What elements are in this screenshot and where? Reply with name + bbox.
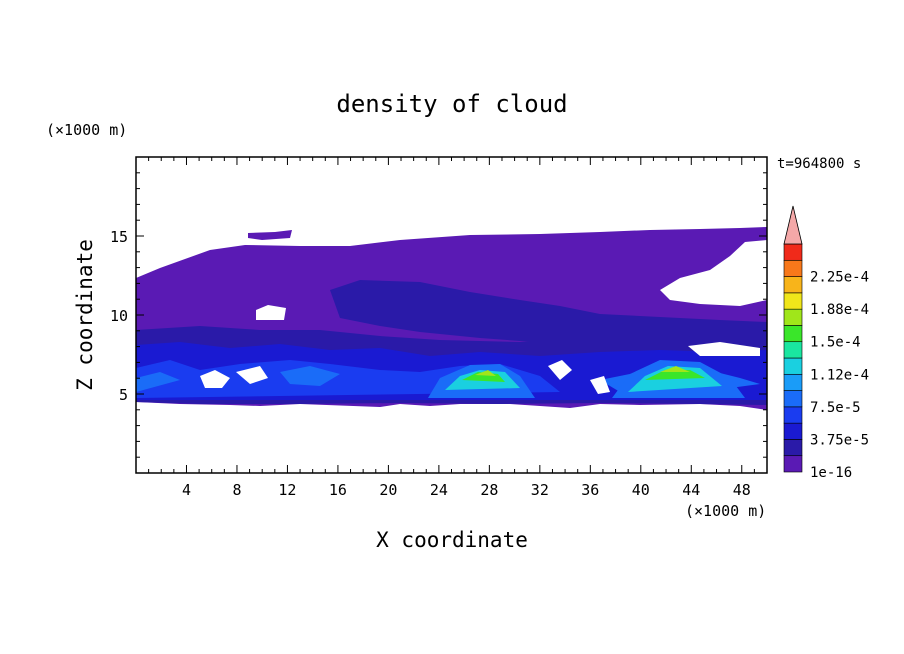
time-label: t=964800 s [777, 156, 861, 172]
colorbar-swatch [783, 341, 803, 359]
colorbar-swatch [783, 439, 803, 457]
colorbar-swatch [783, 259, 803, 277]
clear-gap-small-5 [548, 360, 572, 380]
clear-gap-small-3 [200, 370, 230, 388]
x-tick-label: 32 [531, 481, 549, 499]
colorbar-extend-arrow [783, 205, 803, 245]
cloud-core-2-top [660, 366, 690, 372]
colorbar: 1e-16 3.75e-5 7.5e-5 1.12e-4 1.5e-4 1.88e-4 2.… [783, 205, 869, 481]
x-axis-unit: (×1000 m) [685, 502, 766, 520]
colorbar-swatch [783, 390, 803, 408]
cloud-patch-top [248, 230, 292, 240]
colorbar-label: 1.12e-4 [810, 367, 869, 383]
cloud-band-light [136, 366, 760, 392]
colorbar-swatch [783, 422, 803, 440]
colorbar-label: 1.5e-4 [810, 335, 861, 351]
x-tick-label: 8 [232, 481, 241, 499]
x-axis-ticks: 4 8 12 16 20 24 28 32 36 40 44 48 [148, 157, 755, 499]
x-axis-label: X coordinate [376, 528, 528, 552]
colorbar-swatch [783, 325, 803, 343]
x-tick-label: 36 [581, 481, 599, 499]
density-field [136, 227, 767, 410]
chart-title: density of cloud [336, 90, 567, 118]
clear-gap-small-4 [236, 366, 268, 384]
x-tick-label: 12 [278, 481, 296, 499]
colorbar-swatch [783, 357, 803, 375]
colorbar-label: 2.25e-4 [810, 270, 869, 286]
colorbar-swatch [783, 455, 803, 473]
colorbar-swatch [783, 276, 803, 294]
cloud-core-1-top [475, 370, 496, 376]
x-tick-label: 24 [430, 481, 448, 499]
y-axis-unit: (×1000 m) [46, 121, 127, 139]
x-tick-label: 4 [182, 481, 191, 499]
x-tick-label: 16 [329, 481, 347, 499]
y-axis-ticks: 5 10 15 [110, 172, 767, 458]
y-tick-label: 15 [110, 228, 128, 246]
clear-gap-small-6 [590, 376, 610, 394]
colorbar-label: 1.88e-4 [810, 302, 869, 318]
colorbar-swatch [783, 292, 803, 310]
cloud-core-1-inner [462, 372, 505, 382]
clear-gap-upper-right [660, 240, 767, 306]
clear-gap-small-2 [688, 342, 760, 356]
colorbar-swatch [783, 308, 803, 326]
colorbar-label: 1e-16 [810, 465, 852, 481]
colorbar-swatch [783, 243, 803, 261]
x-tick-label: 20 [379, 481, 397, 499]
cloud-core-2-inner [645, 370, 705, 380]
y-tick-label: 10 [110, 307, 128, 325]
x-tick-label: 28 [480, 481, 498, 499]
colorbar-label: 7.5e-5 [810, 400, 861, 416]
x-tick-label: 44 [682, 481, 700, 499]
x-tick-label: 40 [632, 481, 650, 499]
x-tick-label: 48 [733, 481, 751, 499]
y-tick-label: 5 [119, 386, 128, 404]
clear-gap-small-1 [256, 305, 286, 320]
y-axis-label: Z coordinate [73, 239, 97, 391]
colorbar-swatch [783, 406, 803, 424]
colorbar-label: 3.75e-5 [810, 432, 869, 448]
colorbar-swatch [783, 373, 803, 391]
